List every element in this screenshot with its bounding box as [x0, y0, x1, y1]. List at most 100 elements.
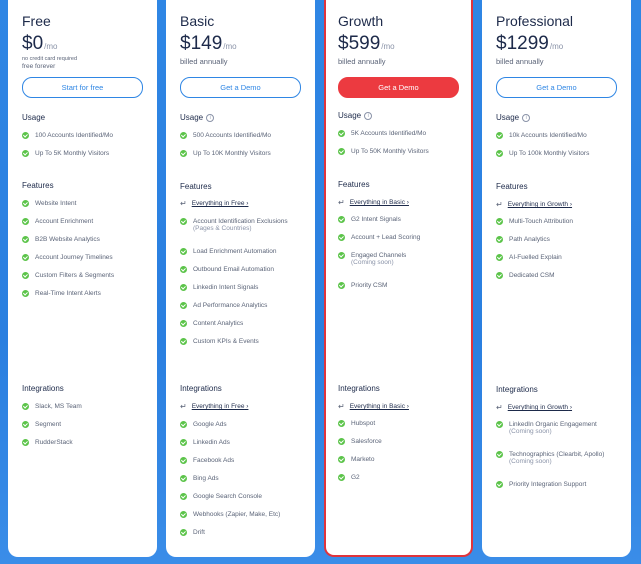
get-demo-button[interactable]: Get a Demo [180, 77, 301, 98]
list-item: G2 [338, 474, 468, 481]
list-item: Hubspot [338, 420, 468, 427]
plan-subtitle-2: free forever [22, 63, 56, 70]
plan-name: Basic [180, 13, 215, 29]
list-item: Google Search Console [180, 493, 310, 500]
check-icon [338, 474, 345, 481]
list-item: Account Enrichment [22, 218, 152, 225]
list-item: Up To 100k Monthly Visitors [496, 150, 626, 157]
plan-card-professional: Professional $1299/mo billed annually Ge… [482, 0, 631, 557]
plan-price: $0/mo [22, 33, 58, 54]
inherit-link[interactable]: ↵ Everything in Basic › [338, 402, 409, 411]
check-icon [496, 451, 503, 458]
list-item: 10k Accounts Identified/Mo [496, 132, 626, 139]
list-item: 100 Accounts Identified/Mo [22, 132, 152, 139]
check-icon [22, 132, 29, 139]
usage-heading: Usage i [180, 113, 215, 122]
return-arrow-icon: ↵ [180, 402, 187, 411]
list-item: Multi-Touch Attribution [496, 218, 626, 225]
check-icon [180, 266, 187, 273]
check-icon [496, 150, 503, 157]
check-icon [22, 200, 29, 207]
list-item: Salesforce [338, 438, 468, 445]
return-arrow-icon: ↵ [180, 199, 187, 208]
list-item: Technographics (Clearbit, Apollo) (Coming… [496, 451, 626, 465]
list-item: Custom KPIs & Events [180, 338, 310, 345]
check-icon [496, 236, 503, 243]
list-item: Outbound Email Automation [180, 266, 310, 273]
list-item: Segment [22, 421, 152, 428]
list-item: Linkedin Ads [180, 439, 310, 446]
check-icon [338, 438, 345, 445]
list-item: Up To 10K Monthly Visitors [180, 150, 310, 157]
inherit-link[interactable]: ↵ Everything in Free › [180, 402, 249, 411]
list-item: Webhooks (Zapier, Make, Etc) [180, 511, 310, 518]
return-arrow-icon: ↵ [338, 198, 345, 207]
check-icon [180, 302, 187, 309]
plan-subtitle: billed annually [180, 57, 228, 66]
list-item: AI-Fuelled Explain [496, 254, 626, 261]
inherit-link[interactable]: ↵ Everything in Growth › [496, 403, 573, 412]
check-icon [180, 511, 187, 518]
plan-card-free: Free $0/mo no credit card required free … [8, 0, 157, 557]
check-icon [496, 481, 503, 488]
check-icon [22, 272, 29, 279]
check-icon [180, 457, 187, 464]
get-demo-button[interactable]: Get a Demo [496, 77, 617, 98]
plan-name: Free [22, 13, 51, 29]
features-heading: Features [496, 182, 528, 191]
list-item: 5K Accounts Identified/Mo [338, 130, 468, 137]
list-item: Account Journey Timelines [22, 254, 152, 261]
list-item: Path Analytics [496, 236, 626, 243]
return-arrow-icon: ↵ [496, 403, 503, 412]
check-icon [180, 320, 187, 327]
list-item: Drift [180, 529, 310, 536]
check-icon [338, 282, 345, 289]
check-icon [180, 421, 187, 428]
get-demo-button[interactable]: Get a Demo [338, 77, 459, 98]
check-icon [180, 475, 187, 482]
check-icon [496, 272, 503, 279]
integrations-heading: Integrations [22, 384, 64, 393]
inherit-link[interactable]: ↵ Everything in Growth › [496, 200, 573, 209]
plan-subtitle: billed annually [496, 57, 544, 66]
plan-price: $599/mo [338, 33, 395, 54]
usage-heading: Usage i [338, 111, 373, 120]
check-icon [180, 439, 187, 446]
info-icon[interactable]: i [364, 111, 373, 120]
list-item: Up To 5K Monthly Visitors [22, 150, 152, 157]
inherit-link[interactable]: ↵ Everything in Basic › [338, 198, 409, 207]
start-free-button[interactable]: Start for free [22, 77, 143, 98]
inherit-link[interactable]: ↵ Everything in Free › [180, 199, 249, 208]
list-item: Facebook Ads [180, 457, 310, 464]
info-icon[interactable]: i [522, 113, 531, 122]
list-item: Account Identification Exclusions (Pages … [180, 218, 310, 232]
features-heading: Features [22, 181, 54, 190]
features-heading: Features [338, 180, 370, 189]
list-item: Priority Integration Support [496, 481, 626, 488]
check-icon [180, 218, 187, 225]
list-item: Website Intent [22, 200, 152, 207]
return-arrow-icon: ↵ [338, 402, 345, 411]
list-item: Bing Ads [180, 475, 310, 482]
list-item: Content Analytics [180, 320, 310, 327]
list-item: Slack, MS Team [22, 403, 152, 410]
integrations-heading: Integrations [338, 384, 380, 393]
plan-name: Professional [496, 13, 574, 29]
check-icon [496, 254, 503, 261]
list-item: Engaged Channels (Coming soon) [338, 252, 468, 266]
list-item: Ad Performance Analytics [180, 302, 310, 309]
list-item: Real-Time Intent Alerts [22, 290, 152, 297]
check-icon [22, 403, 29, 410]
plan-price: $149/mo [180, 33, 237, 54]
list-item: B2B Website Analytics [22, 236, 152, 243]
check-icon [22, 254, 29, 261]
list-item: Custom Filters & Segments [22, 272, 152, 279]
check-icon [22, 236, 29, 243]
check-icon [180, 248, 187, 255]
list-item: G2 Intent Signals [338, 216, 468, 223]
check-icon [180, 284, 187, 291]
info-icon[interactable]: i [206, 113, 215, 122]
list-item: Google Ads [180, 421, 310, 428]
features-heading: Features [180, 182, 212, 191]
list-item: LinkedIn Organic Engagement (Coming soon) [496, 421, 626, 435]
